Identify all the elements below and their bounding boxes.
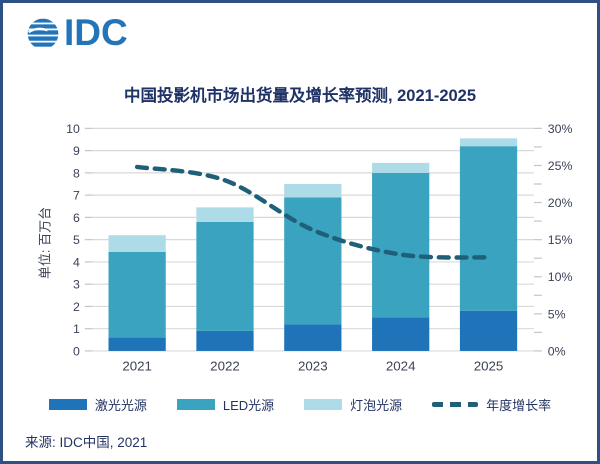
idc-logo-text: IDC xyxy=(64,12,128,53)
right-axis-label-30%: 30% xyxy=(548,122,573,136)
bar-2023-led xyxy=(284,197,342,325)
led-legend-label: LED光源 xyxy=(222,398,275,413)
legend-item-led: LED光源 xyxy=(176,395,275,414)
chart-canvas: 0 1 2 3 4 5 6 7 8 9 10 0% 5% 10% 15% 20% 25% 30% 2021 2022 2… xyxy=(66,122,573,374)
left-axis-label-4: 4 xyxy=(73,255,80,269)
right-axis-label-5%: 5% xyxy=(548,307,566,321)
bar-2021-laser xyxy=(108,337,166,351)
bulb-legend-swatch xyxy=(304,399,343,410)
right-axis-label-20%: 20% xyxy=(548,196,573,210)
legend-item-growth: 年度增长率 xyxy=(432,395,551,414)
idc-globe-icon xyxy=(27,18,59,47)
x-axis-label-2024: 2024 xyxy=(386,359,416,374)
source-note: 来源: IDC中国, 2021 xyxy=(25,435,148,450)
bar-2023-bulb xyxy=(284,184,342,198)
laser-legend-swatch xyxy=(48,399,87,410)
left-axis-label-2: 2 xyxy=(73,300,80,314)
x-axis-label-2021: 2021 xyxy=(122,359,152,374)
right-axis-label-0%: 0% xyxy=(548,344,566,358)
bar-2025-led xyxy=(459,146,518,311)
bar-2023-laser xyxy=(284,324,342,351)
left-axis-label-9: 9 xyxy=(73,144,80,158)
left-axis-label-10: 10 xyxy=(66,122,80,136)
bar-2022-led xyxy=(196,221,254,331)
growth-legend-label: 年度增长率 xyxy=(486,398,552,413)
growth-rate-line xyxy=(134,164,491,260)
legend-item-laser: 激光光源 xyxy=(48,395,147,414)
legend-item-bulb: 灯泡光源 xyxy=(304,395,402,414)
bar-2024-laser xyxy=(372,317,430,351)
x-axis-label-2022: 2022 xyxy=(210,359,240,374)
left-axis-label-1: 1 xyxy=(73,322,80,336)
bar-2025-laser xyxy=(459,310,518,351)
left-axis-label-7: 7 xyxy=(73,189,80,203)
left-axis-label-5: 5 xyxy=(73,233,80,247)
bar-2025-bulb xyxy=(459,138,518,147)
bar-2021-bulb xyxy=(108,235,166,252)
laser-legend-label: 激光光源 xyxy=(94,398,147,413)
left-axis-label-0: 0 xyxy=(73,344,80,358)
chart-title: 中国投影机市场出货量及增长率预测, 2021-2025 xyxy=(123,87,477,105)
led-legend-swatch xyxy=(176,399,215,410)
bar-2024-led xyxy=(372,172,430,318)
bulb-legend-label: 灯泡光源 xyxy=(350,398,403,413)
bar-2021-led xyxy=(108,251,166,338)
left-axis-label-3: 3 xyxy=(73,278,80,292)
bar-2022-bulb xyxy=(196,207,254,222)
idc-logo: IDC xyxy=(25,12,128,53)
x-axis-label-2025: 2025 xyxy=(474,359,504,374)
chart-legend: 激光光源 LED光源 灯泡光源 年度增长率 xyxy=(3,395,597,414)
right-axis-label-15%: 15% xyxy=(548,233,573,247)
left-axis-label-6: 6 xyxy=(73,211,80,225)
right-axis-label-10%: 10% xyxy=(548,270,573,284)
left-axis-label-8: 8 xyxy=(73,166,80,180)
growth-rate-legend-swatch xyxy=(432,402,479,407)
bar-2024-bulb xyxy=(372,162,430,173)
x-axis-label-2023: 2023 xyxy=(298,359,328,374)
right-axis-label-25%: 25% xyxy=(548,159,573,173)
bar-2022-laser xyxy=(196,330,254,351)
